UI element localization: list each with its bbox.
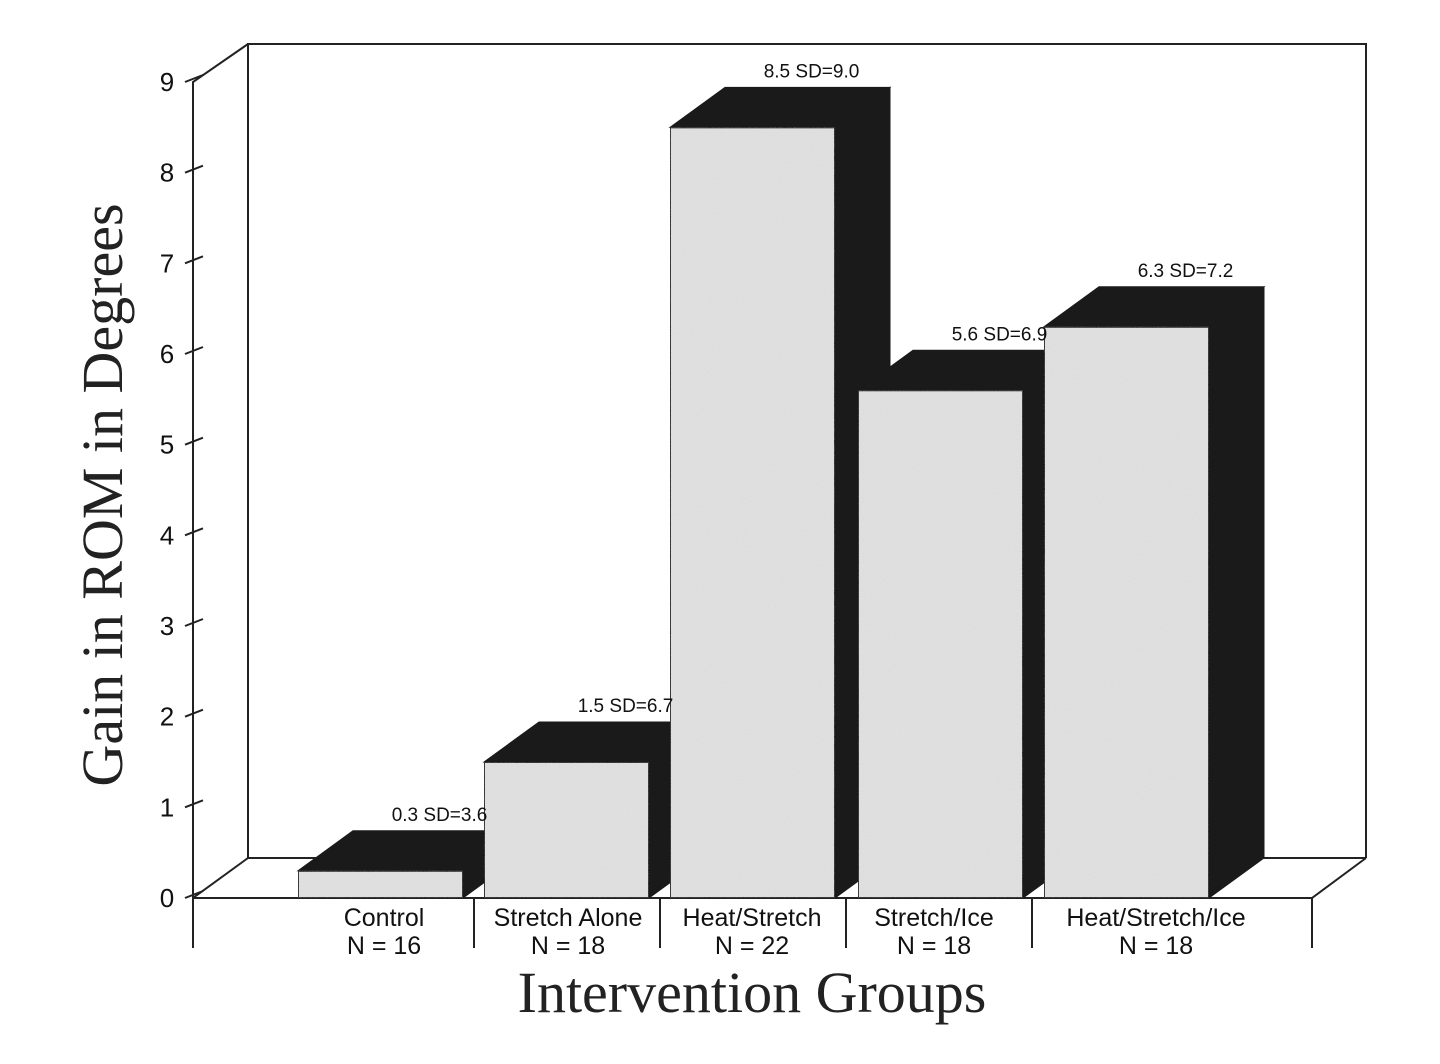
y-tick-mark: [184, 436, 204, 446]
bars-group: [296, 86, 1266, 900]
data-label: 0.3 SD=3.6: [392, 805, 488, 826]
y-tick-label: 2: [160, 702, 174, 732]
y-tick-mark: [184, 527, 204, 537]
y-tick-mark: [184, 255, 204, 265]
bar-front-face: [857, 389, 1024, 899]
bar-side-face: [1208, 285, 1265, 899]
y-tick-mark: [184, 164, 204, 174]
category-n-label: N = 16: [347, 932, 421, 960]
back-wall: [247, 43, 1367, 858]
y-tick-mark: [184, 890, 204, 899]
category-n-label: N = 22: [715, 932, 789, 960]
category-label: Control: [344, 904, 425, 932]
bar-front-face: [297, 869, 464, 899]
y-tick-label: 0: [160, 883, 174, 913]
bar-front-face: [1043, 325, 1210, 899]
left-side-wall: [192, 43, 249, 898]
category-n-label: N = 18: [531, 932, 605, 960]
y-tick-label: 7: [160, 248, 174, 278]
bar: [668, 86, 892, 900]
y-axis-title: Gain in ROM in Degrees: [70, 203, 135, 786]
category-label: Stretch/Ice: [874, 904, 994, 932]
data-labels-group: 0.3 SD=3.6 1.5 SD=6.7 8.5 SD=9.0 5.6 SD=6.9…: [392, 61, 1234, 825]
category-n-label: N = 18: [1119, 932, 1193, 960]
y-tick-mark: [184, 346, 204, 355]
y-tick-mark: [184, 74, 204, 83]
y-tick-label: 5: [160, 430, 174, 460]
y-tick-label: 4: [160, 520, 174, 550]
y-axis-ticks: 0 1 2 3 4 5 6 7 8 9: [160, 67, 204, 913]
data-label: 8.5 SD=9.0: [764, 61, 860, 82]
y-tick-label: 3: [160, 611, 174, 641]
y-tick-mark: [184, 799, 204, 809]
bar-front-face: [483, 761, 650, 899]
category-n-label: N = 18: [897, 932, 971, 960]
category-label: Stretch Alone: [494, 904, 643, 932]
y-tick-label: 9: [160, 67, 174, 97]
bar-front-face: [669, 126, 836, 900]
data-label: 6.3 SD=7.2: [1138, 261, 1234, 282]
y-tick-mark: [184, 708, 204, 718]
y-tick-label: 8: [160, 158, 174, 188]
category-label: Heat/Stretch/Ice: [1066, 904, 1245, 932]
x-axis-title: Intervention Groups: [518, 960, 987, 1025]
y-tick-label: 1: [160, 792, 174, 822]
category-label: Heat/Stretch: [683, 904, 822, 932]
data-label: 1.5 SD=6.7: [578, 696, 674, 717]
y-tick-label: 6: [160, 339, 174, 369]
bar: [1042, 285, 1266, 899]
data-label: 5.6 SD=6.9: [952, 324, 1048, 345]
y-tick-mark: [184, 618, 204, 627]
